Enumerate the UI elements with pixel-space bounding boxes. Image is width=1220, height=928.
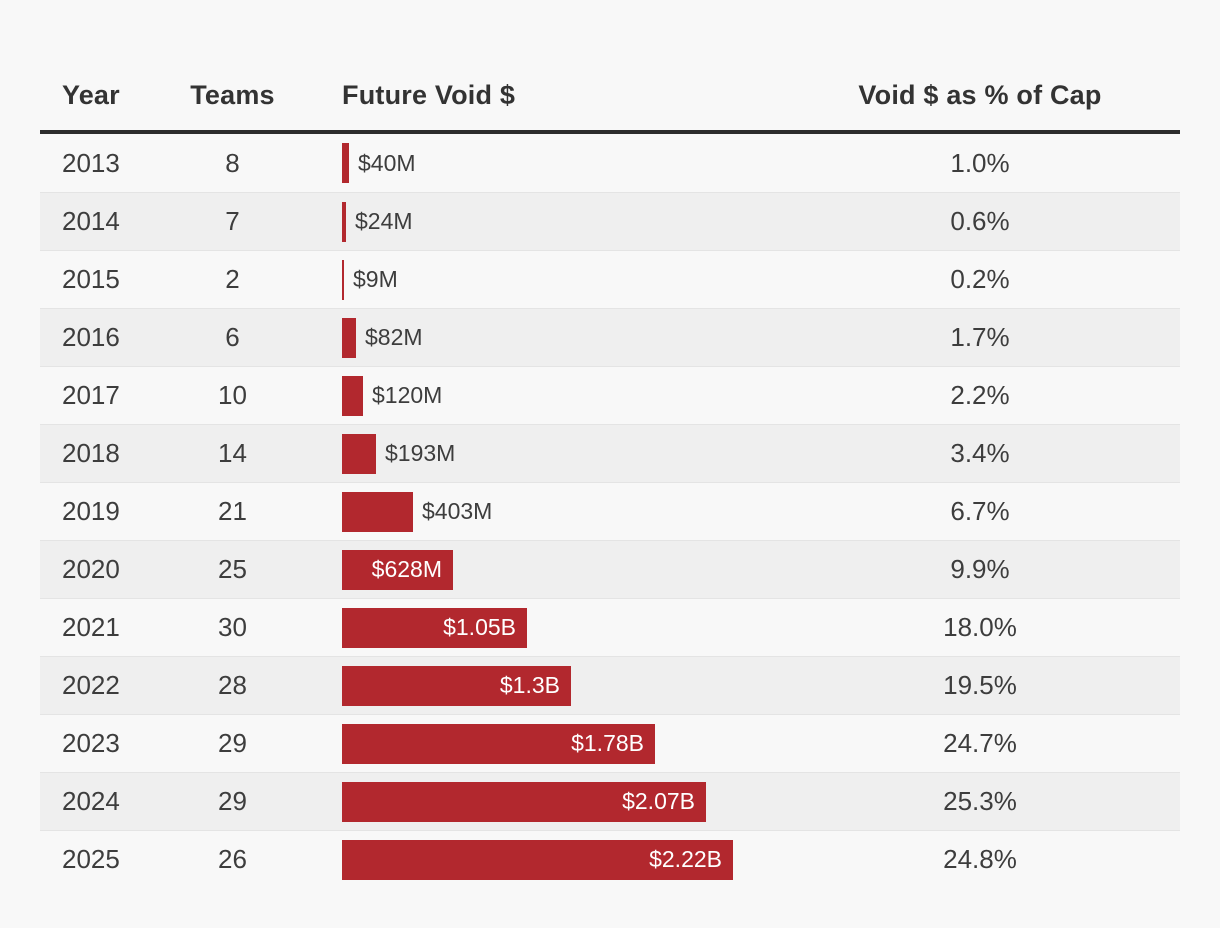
- year-cell: 2019: [62, 496, 120, 526]
- void-bar-label: $24M: [355, 208, 413, 234]
- year-cell: 2016: [62, 322, 120, 352]
- void-bar-label: $9M: [353, 266, 398, 292]
- void-bar-label: $120M: [372, 382, 443, 408]
- column-header-year: Year: [62, 79, 120, 110]
- void-bar-label: $403M: [422, 498, 493, 524]
- teams-cell: 2: [225, 264, 240, 294]
- year-cell: 2024: [62, 786, 120, 816]
- void-bar-label: $1.78B: [571, 730, 644, 756]
- teams-cell: 28: [218, 670, 247, 700]
- pct-of-cap-cell: 24.7%: [943, 728, 1017, 758]
- void-bar-cell: $1.3B: [285, 665, 780, 706]
- void-bar-label: $1.3B: [499, 672, 560, 698]
- void-bar-cell: $2.22B: [285, 839, 780, 880]
- year-cell: 2021: [62, 612, 120, 642]
- teams-cell: 8: [225, 147, 240, 178]
- year-cell: 2018: [62, 438, 120, 468]
- column-header-teams: Teams: [190, 79, 275, 110]
- pct-of-cap-cell: 9.9%: [950, 554, 1010, 584]
- void-bar-cell: $40M: [285, 143, 780, 183]
- year-cell: 2017: [62, 380, 120, 410]
- void-bar-cell: $24M: [285, 201, 780, 242]
- void-bar-cell: $82M: [285, 317, 780, 358]
- teams-cell: 29: [218, 786, 247, 816]
- column-header-future-void: Future Void $: [342, 79, 516, 110]
- void-dollar-bar: $628M: [342, 549, 453, 590]
- table-row: 2014 7 $24M 0.6%: [40, 192, 1180, 250]
- table-row: 2013 8 $40M 1.0%: [40, 134, 1180, 192]
- pct-of-cap-cell: 6.7%: [950, 496, 1010, 526]
- void-bar-label: $40M: [358, 149, 416, 176]
- teams-cell: 29: [218, 728, 247, 758]
- void-bar-cell: $628M: [285, 549, 780, 590]
- table-row: 2023 29 $1.78B 24.7%: [40, 714, 1180, 772]
- table-row: 2025 26 $2.22B 24.8%: [40, 830, 1180, 888]
- void-bar-cell: $193M: [285, 433, 780, 474]
- void-bar-cell: $120M: [285, 375, 780, 416]
- pct-of-cap-cell: 3.4%: [950, 438, 1010, 468]
- void-dollar-bar: [342, 201, 346, 242]
- year-cell: 2015: [62, 264, 120, 294]
- table-row: 2017 10 $120M 2.2%: [40, 366, 1180, 424]
- year-cell: 2020: [62, 554, 120, 584]
- pct-of-cap-cell: 1.0%: [950, 147, 1010, 178]
- void-bar-cell: $2.07B: [285, 781, 780, 822]
- column-header-pct-of-cap: Void $ as % of Cap: [858, 79, 1102, 110]
- pct-of-cap-cell: 25.3%: [943, 786, 1017, 816]
- void-dollar-bar: [342, 143, 349, 183]
- void-dollar-bar: [342, 317, 356, 358]
- teams-cell: 10: [218, 380, 247, 410]
- void-bar-label: $193M: [385, 440, 456, 466]
- year-cell: 2023: [62, 728, 120, 758]
- void-bar-label: $628M: [371, 556, 442, 582]
- void-dollar-bar: $1.3B: [342, 665, 571, 706]
- void-dollar-bar: [342, 491, 413, 532]
- void-bar-label: $82M: [365, 324, 423, 350]
- teams-cell: 7: [225, 206, 240, 236]
- pct-of-cap-cell: 0.6%: [950, 206, 1010, 236]
- pct-of-cap-cell: 19.5%: [943, 670, 1017, 700]
- table-body: 2013 8 $40M 1.0% 2014 7 $24M 0.6% 2015 2…: [40, 134, 1180, 888]
- void-bar-cell: $9M: [285, 259, 780, 300]
- pct-of-cap-cell: 18.0%: [943, 612, 1017, 642]
- pct-of-cap-cell: 0.2%: [950, 264, 1010, 294]
- void-dollar-bar: $1.05B: [342, 607, 527, 648]
- void-bar-cell: $1.78B: [285, 723, 780, 764]
- void-dollar-bar: $1.78B: [342, 723, 655, 764]
- year-cell: 2022: [62, 670, 120, 700]
- teams-cell: 26: [218, 844, 247, 874]
- void-dollar-bar: [342, 259, 344, 300]
- void-dollar-bar: $2.07B: [342, 781, 706, 822]
- void-bar-cell: $1.05B: [285, 607, 780, 648]
- teams-cell: 25: [218, 554, 247, 584]
- pct-of-cap-cell: 2.2%: [950, 380, 1010, 410]
- year-cell: 2014: [62, 206, 120, 236]
- teams-cell: 6: [225, 322, 240, 352]
- pct-of-cap-cell: 24.8%: [943, 844, 1017, 874]
- void-bar-label: $2.22B: [649, 846, 722, 872]
- table-row: 2021 30 $1.05B 18.0%: [40, 598, 1180, 656]
- table-header-row: Year Teams Future Void $ Void $ as % of …: [40, 60, 1180, 134]
- table-row: 2019 21 $403M 6.7%: [40, 482, 1180, 540]
- void-bar-label: $2.07B: [622, 788, 695, 814]
- table-row: 2015 2 $9M 0.2%: [40, 250, 1180, 308]
- void-dollar-bar: [342, 433, 376, 474]
- table-row: 2016 6 $82M 1.7%: [40, 308, 1180, 366]
- table-row: 2018 14 $193M 3.4%: [40, 424, 1180, 482]
- void-bar-label: $1.05B: [443, 614, 516, 640]
- table-row: 2024 29 $2.07B 25.3%: [40, 772, 1180, 830]
- void-dollar-bar: [342, 375, 363, 416]
- teams-cell: 30: [218, 612, 247, 642]
- teams-cell: 14: [218, 438, 247, 468]
- teams-cell: 21: [218, 496, 247, 526]
- void-dollar-bar: $2.22B: [342, 839, 733, 880]
- table-row: 2020 25 $628M 9.9%: [40, 540, 1180, 598]
- year-cell: 2013: [62, 147, 120, 178]
- void-bar-cell: $403M: [285, 491, 780, 532]
- void-money-table: Year Teams Future Void $ Void $ as % of …: [40, 60, 1180, 888]
- table-row: 2022 28 $1.3B 19.5%: [40, 656, 1180, 714]
- pct-of-cap-cell: 1.7%: [950, 322, 1010, 352]
- year-cell: 2025: [62, 844, 120, 874]
